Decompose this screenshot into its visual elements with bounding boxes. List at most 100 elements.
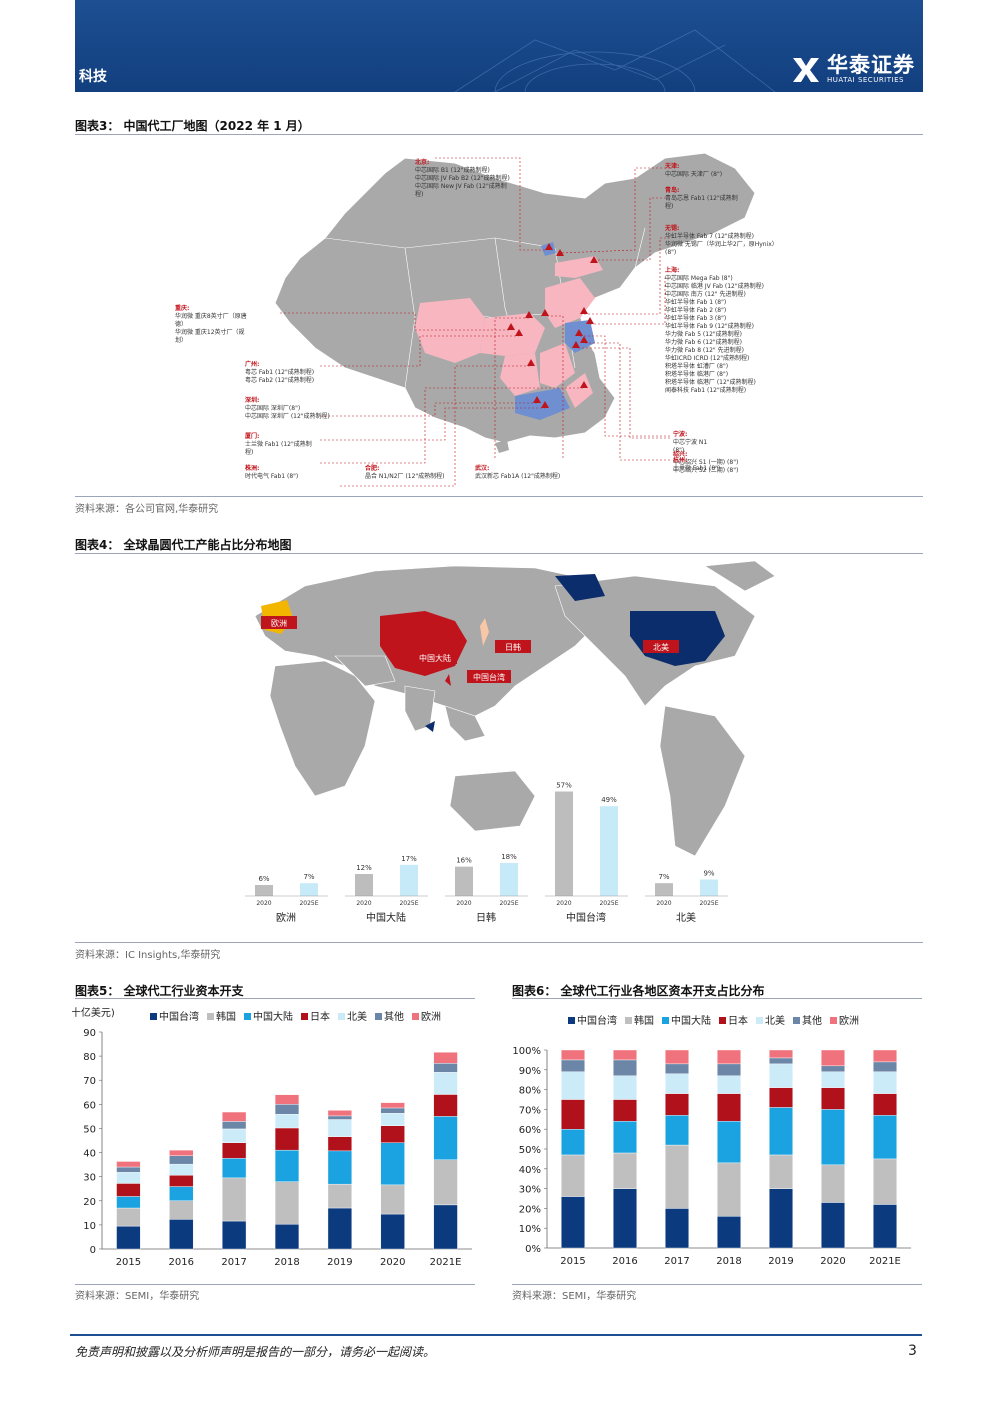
fig4-bar-2020 bbox=[655, 883, 673, 896]
svg-text:中芯国际 Mega Fab (8"): 中芯国际 Mega Fab (8") bbox=[665, 274, 733, 282]
y-tick-label: 40% bbox=[519, 1165, 541, 1176]
bar-segment bbox=[665, 1115, 689, 1146]
fig4-bar-2025e bbox=[500, 863, 518, 896]
bar-segment bbox=[717, 1049, 741, 1065]
bar-segment bbox=[613, 1075, 637, 1100]
brand-name-en: HUATAI SECURITIES bbox=[827, 75, 904, 84]
bar-segment bbox=[821, 1202, 845, 1249]
legend-label: 韩国 bbox=[634, 1014, 654, 1027]
svg-text:程): 程) bbox=[245, 448, 253, 456]
svg-text:青岛:: 青岛: bbox=[665, 186, 679, 194]
x-tick-label: 2019 bbox=[327, 1257, 352, 1268]
bar-segment bbox=[327, 1136, 352, 1152]
legend-swatch bbox=[719, 1017, 726, 1024]
fig4-group-label: 北美 bbox=[676, 911, 696, 924]
bar-segment bbox=[873, 1061, 897, 1072]
fig3-title-rule bbox=[75, 134, 923, 135]
bar-segment bbox=[613, 1121, 637, 1154]
svg-text:中芯国际 深圳厂(8"): 中芯国际 深圳厂(8") bbox=[245, 404, 300, 412]
svg-text:重庆:: 重庆: bbox=[175, 304, 189, 312]
bar-segment bbox=[169, 1186, 194, 1201]
y-tick-label: 20% bbox=[519, 1204, 541, 1215]
svg-text:闻泰科技 Fab1 (12"成熟制程): 闻泰科技 Fab1 (12"成熟制程) bbox=[665, 386, 746, 394]
bar-segment bbox=[613, 1152, 637, 1189]
y-tick-label: 40 bbox=[83, 1149, 96, 1160]
continent-africa bbox=[269, 660, 376, 797]
svg-text:积塔半导体 虹漕厂 (8"): 积塔半导体 虹漕厂 (8") bbox=[665, 362, 728, 370]
continent-south-america bbox=[659, 705, 746, 857]
bar-segment bbox=[717, 1216, 741, 1249]
svg-text:株洲:: 株洲: bbox=[245, 464, 259, 472]
bar-segment bbox=[274, 1127, 300, 1151]
page-number: 3 bbox=[908, 1343, 917, 1359]
svg-text:时代电气 Fab1 (8"): 时代电气 Fab1 (8") bbox=[245, 472, 298, 480]
y-tick-label: 30 bbox=[83, 1173, 96, 1184]
legend-label: 其他 bbox=[802, 1014, 822, 1027]
svg-text:合肥:: 合肥: bbox=[365, 464, 379, 472]
continent-sea bbox=[444, 705, 486, 742]
svg-text:中芯国际 南方 (12" 先进制程): 中芯国际 南方 (12" 先进制程) bbox=[665, 290, 746, 298]
y-tick-label: 10% bbox=[519, 1224, 541, 1235]
svg-text:粤芯 Fab2 (12"成熟制程): 粤芯 Fab2 (12"成熟制程) bbox=[245, 376, 314, 384]
fig4-value-label: 17% bbox=[401, 855, 417, 863]
x-tick-label: 2017 bbox=[664, 1256, 689, 1267]
fig4-value-label: 49% bbox=[601, 796, 617, 804]
bar-segment bbox=[613, 1099, 637, 1122]
svg-text:中芯国际 JV Fab B2 (12"成熟制程): 中芯国际 JV Fab B2 (12"成熟制程) bbox=[415, 174, 510, 182]
bar-segment bbox=[274, 1149, 300, 1182]
bar-segment bbox=[274, 1114, 300, 1129]
world-capacity-map: 欧洲 中国大陆 日韩 中国台湾 北美 6% 7%2020 2025E欧洲12%17%… bbox=[245, 560, 776, 924]
y-tick-label: 90% bbox=[519, 1066, 541, 1077]
region-singapore bbox=[425, 721, 435, 732]
bar-segment bbox=[222, 1158, 247, 1179]
svg-text:中芯国际 临港 JV Fab (12"成熟制程): 中芯国际 临港 JV Fab (12"成熟制程) bbox=[665, 282, 764, 290]
y-tick-label: 100% bbox=[512, 1046, 541, 1057]
bar-segment bbox=[380, 1142, 405, 1186]
label-beijing-city: 北京: bbox=[415, 158, 429, 166]
fig4-group-label: 日韩 bbox=[476, 911, 496, 924]
bar-segment bbox=[613, 1059, 637, 1076]
bar-segment bbox=[821, 1071, 845, 1088]
bar-segment bbox=[561, 1196, 585, 1249]
bar-segment bbox=[433, 1063, 458, 1073]
fig5-source: 资料来源：SEMI，华泰研究 bbox=[75, 1291, 200, 1302]
label-guangzhou: 广州: 粤芯 Fab1 (12"成熟制程) 粤芯 Fab2 (12"成熟制程) bbox=[245, 360, 314, 384]
svg-text:厦门:: 厦门: bbox=[245, 432, 259, 440]
legend-label: 中国大陆 bbox=[253, 1010, 293, 1023]
bar-segment bbox=[821, 1164, 845, 1203]
x-tick-label: 2016 bbox=[612, 1256, 637, 1267]
legend-label: 中国大陆 bbox=[671, 1014, 711, 1027]
bar-segment bbox=[116, 1183, 141, 1197]
bar-segment bbox=[169, 1149, 194, 1156]
bar-segment bbox=[769, 1107, 793, 1156]
bar-segment bbox=[665, 1073, 689, 1094]
bar-segment bbox=[769, 1057, 793, 1065]
label-chongqing: 重庆: 华润微 重庆8英寸厂（原唐 德） 华润微 重庆12英寸厂（规 划） bbox=[175, 304, 247, 344]
svg-text:华虹半导体 Fab 7 (12"成熟制程): 华虹半导体 Fab 7 (12"成熟制程) bbox=[665, 232, 754, 240]
bar-segment bbox=[821, 1109, 845, 1166]
x-tick-label: 2021E bbox=[430, 1257, 462, 1268]
bar-segment bbox=[380, 1107, 405, 1114]
y-tick-label: 80% bbox=[519, 1086, 541, 1097]
region-alaska bbox=[555, 574, 605, 601]
bar-segment bbox=[327, 1150, 352, 1185]
y-tick-label: 20 bbox=[83, 1197, 96, 1208]
bar-segment bbox=[821, 1049, 845, 1067]
bar-segment bbox=[769, 1188, 793, 1249]
fig4-value-label: 12% bbox=[356, 864, 372, 872]
fig4-source: 资料来源：IC Insights,华泰研究 bbox=[75, 950, 221, 961]
bar-segment bbox=[222, 1220, 247, 1250]
svg-text:士兰微 Fab1 (8"): 士兰微 Fab1 (8") bbox=[673, 464, 720, 472]
label-hangzhou: 杭州: 士兰微 Fab1 (8") bbox=[673, 456, 720, 472]
svg-text:(8"): (8") bbox=[673, 447, 684, 454]
legend-swatch bbox=[662, 1017, 669, 1024]
bar-segment bbox=[561, 1071, 585, 1100]
svg-text:武汉:: 武汉: bbox=[475, 464, 489, 472]
bar-segment bbox=[380, 1113, 405, 1126]
svg-text:日韩: 日韩 bbox=[505, 642, 521, 652]
fig4-tick-label: 2025E bbox=[299, 900, 318, 907]
bar-segment bbox=[433, 1052, 458, 1064]
fig4-bar-2020 bbox=[355, 874, 373, 896]
y-axis-label: (十亿美元) bbox=[72, 1006, 115, 1019]
